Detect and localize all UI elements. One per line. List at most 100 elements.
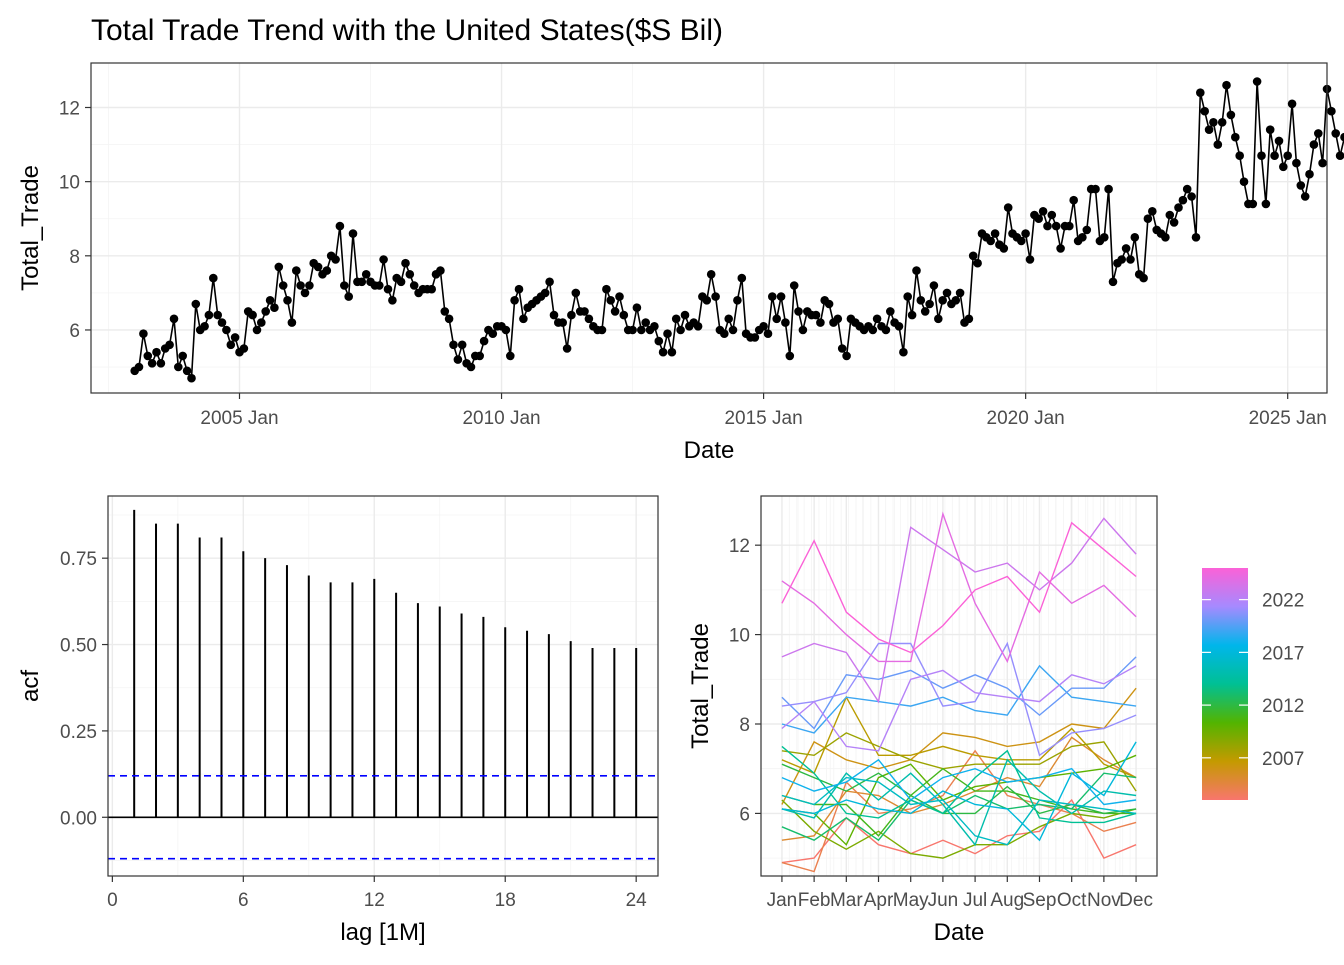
seasonal-year-line xyxy=(781,732,1137,792)
time-series-point xyxy=(824,299,834,309)
time-series-point xyxy=(488,329,498,339)
time-series-point xyxy=(405,270,415,279)
time-series-point xyxy=(1003,203,1013,212)
seasonal-year-line xyxy=(781,521,1137,654)
time-series-point xyxy=(475,351,485,361)
time-series-point xyxy=(545,277,554,287)
time-series-point xyxy=(401,258,410,268)
time-series-point xyxy=(139,329,148,339)
colorbar-label: 2007 xyxy=(1262,749,1304,770)
time-series-point xyxy=(920,307,930,316)
time-series-x-axis-title: Date xyxy=(684,437,735,464)
time-series-point xyxy=(501,325,511,335)
time-series-y-tick-label: 10 xyxy=(59,173,80,194)
time-series-point xyxy=(990,229,1000,238)
time-series-point xyxy=(785,351,795,361)
time-series-point xyxy=(519,314,528,324)
seasonal-year-line xyxy=(781,517,1137,704)
time-series-point xyxy=(1300,192,1310,201)
acf-panel-border xyxy=(107,495,659,877)
time-series-point xyxy=(886,307,895,316)
time-series-point xyxy=(872,314,882,324)
time-series-point xyxy=(781,318,790,327)
time-series-point xyxy=(968,251,978,261)
time-series-point xyxy=(226,340,236,350)
time-series-point xyxy=(383,284,393,294)
time-series-point xyxy=(1270,151,1279,160)
year-colorbar-legend: 2007 2012 2017 2022 xyxy=(1202,568,1304,800)
time-series-point xyxy=(278,281,288,290)
time-series-point xyxy=(1091,184,1100,194)
seasonal-x-tick-label: Jan xyxy=(767,890,798,911)
time-series-point xyxy=(1056,244,1065,253)
acf-x-tick-label: 12 xyxy=(364,890,385,911)
time-series-point xyxy=(1209,118,1218,127)
time-series-point xyxy=(584,314,594,324)
seasonal-y-tick-label: 6 xyxy=(739,804,750,825)
time-series-point xyxy=(763,329,773,339)
seasonal-year-line xyxy=(781,772,1137,842)
time-series-x-tick-label: 2020 Jan xyxy=(987,408,1065,429)
time-series-point xyxy=(1082,225,1092,235)
time-series-point xyxy=(1204,125,1214,134)
time-series-point xyxy=(580,307,589,316)
seasonal-x-tick-label: Mar xyxy=(830,890,863,911)
time-series-point xyxy=(204,310,214,320)
acf-ticks: 0 6 12 18 24 0.00 0.25 0.50 0.75 xyxy=(60,549,647,911)
time-series-point xyxy=(174,362,183,372)
time-series-point xyxy=(833,314,843,324)
acf-y-axis-title: acf xyxy=(17,670,44,702)
time-series-point xyxy=(348,229,358,238)
time-series-point xyxy=(1191,233,1201,242)
seasonal-year-line xyxy=(781,763,1137,815)
time-series-point xyxy=(134,362,144,372)
time-series-point xyxy=(444,314,454,324)
time-series-point xyxy=(680,310,690,320)
seasonal-year-line xyxy=(781,665,1137,752)
time-series-point xyxy=(1021,229,1030,238)
time-series-point xyxy=(942,288,952,298)
seasonal-year-line xyxy=(781,754,1137,846)
time-series-points xyxy=(130,77,1344,383)
time-series-point xyxy=(619,310,629,320)
time-series-point xyxy=(816,318,825,327)
colorbar-label: 2012 xyxy=(1262,696,1304,717)
time-series-point xyxy=(1226,110,1236,120)
time-series-point xyxy=(239,344,249,353)
time-series-point xyxy=(1331,129,1340,138)
time-series-panel-border xyxy=(90,62,1328,394)
seasonal-lines xyxy=(781,511,1137,873)
time-series-point xyxy=(209,273,218,283)
time-series-point xyxy=(1287,99,1297,109)
time-series-point xyxy=(1187,192,1196,201)
acf-panel: 0 6 12 18 24 0.00 0.25 0.50 0.75 lag [1M] acf xyxy=(17,495,659,946)
time-series-point xyxy=(663,329,672,339)
time-series-point xyxy=(938,296,947,305)
time-series-point xyxy=(178,351,187,361)
time-series-point xyxy=(230,333,240,342)
time-series-point xyxy=(265,296,275,305)
time-series-point xyxy=(152,347,161,357)
seasonal-year-line xyxy=(781,741,1137,842)
time-series-point xyxy=(1182,184,1192,194)
time-series-point xyxy=(257,318,266,327)
time-series-point xyxy=(1104,184,1113,194)
seasonal-x-tick-label: Aug xyxy=(990,890,1024,911)
time-series-point xyxy=(1196,88,1205,97)
time-series-point xyxy=(632,303,642,313)
time-series-point xyxy=(899,347,908,357)
time-series-point xyxy=(1296,181,1306,190)
time-series-point xyxy=(1047,210,1057,220)
time-series-point xyxy=(313,262,323,272)
time-series-point xyxy=(357,277,367,287)
time-series-point xyxy=(1121,244,1131,253)
time-series-point xyxy=(794,307,803,316)
time-series-point xyxy=(1283,151,1292,160)
time-series-point xyxy=(894,322,904,331)
time-series-point xyxy=(776,292,786,301)
time-series-point xyxy=(1252,77,1262,86)
time-series-point xyxy=(702,296,712,305)
time-series-point xyxy=(1239,177,1249,186)
